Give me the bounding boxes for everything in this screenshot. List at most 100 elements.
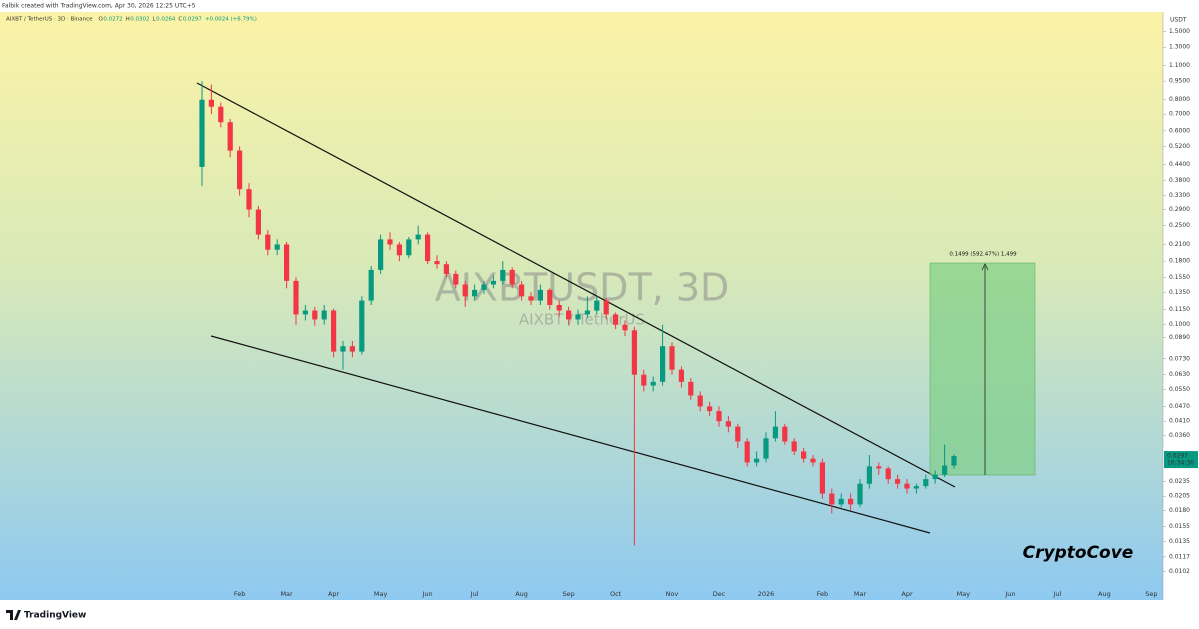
candle-body (763, 438, 769, 459)
candle-body (349, 346, 355, 352)
candle-body (791, 441, 797, 452)
ohlc-value: 0.0297 (183, 17, 203, 23)
candle-body (744, 441, 750, 463)
candle-body (359, 300, 365, 352)
measure-arrowhead (981, 263, 989, 271)
y-tick-label: 0.0630 (1169, 371, 1190, 378)
candle-body (772, 426, 778, 439)
y-tick-label: 0.0135 (1169, 538, 1190, 545)
y-tick-label: 0.1350 (1169, 289, 1190, 296)
last-price-badge (1164, 451, 1198, 469)
upper-trendline (196, 82, 956, 488)
candle-body (566, 310, 572, 320)
y-tick-label: 0.2900 (1169, 206, 1190, 213)
y-tick-label: 0.8000 (1169, 96, 1190, 103)
candle-body (660, 346, 666, 382)
y-tick-label: 0.7000 (1169, 111, 1190, 118)
candle-body (415, 234, 421, 240)
x-tick-label: Jun (1004, 590, 1015, 598)
y-tick-label: 1.5000 (1169, 28, 1190, 35)
candle-body (490, 280, 496, 285)
y-tick-label: 0.0410 (1169, 418, 1190, 425)
logo-text: TradingView (24, 611, 86, 621)
last-price: 0.0297 (1167, 453, 1188, 460)
candle-body (754, 458, 760, 463)
candle-body (293, 280, 299, 315)
candle-body (500, 269, 506, 281)
candle-body (688, 381, 694, 396)
y-tick-label: 0.1000 (1169, 321, 1190, 328)
x-tick-label: Jul (1052, 590, 1061, 598)
candle-body (801, 451, 807, 459)
candle-body (255, 209, 261, 235)
candle-body (378, 239, 384, 270)
measure-box (929, 262, 1036, 476)
candle-body (951, 456, 957, 466)
x-tick-label: Sep (1145, 590, 1157, 598)
candle-body (265, 234, 271, 250)
ohlc-label: C (178, 17, 182, 23)
candle-body (650, 381, 656, 386)
change: +0.0024 (+8.79%) (205, 17, 257, 23)
candle-body (218, 106, 224, 123)
candle-body (547, 289, 553, 305)
candle-body (528, 296, 534, 301)
candle-body (481, 284, 487, 290)
candle-body (274, 244, 280, 250)
candle-body (895, 479, 901, 484)
candle-body (819, 462, 825, 494)
candle-body (406, 239, 412, 256)
x-tick-label: May (374, 590, 388, 598)
lower-trendline (210, 335, 931, 534)
candle-body (340, 346, 346, 352)
y-tick-label: 0.1550 (1169, 274, 1190, 281)
candle-body (396, 244, 402, 256)
candle-body (603, 300, 609, 315)
candle-body (199, 99, 205, 167)
candle-body (641, 374, 647, 386)
y-tick-label: 0.0470 (1169, 403, 1190, 410)
footer (0, 602, 1199, 629)
candle-body (434, 261, 440, 265)
ohlc-label: L (153, 17, 157, 23)
candle-body (866, 466, 872, 484)
x-tick-label: Dec (713, 590, 726, 598)
candle-body (302, 310, 308, 315)
candle-body (613, 314, 619, 325)
signature: CryptoCove (1023, 543, 1134, 563)
candle-body (904, 483, 910, 489)
countdown: 16:34:36 (1167, 460, 1194, 467)
candle-body (556, 305, 562, 311)
candle-body (208, 99, 214, 107)
y-unit: USDT (1170, 17, 1187, 24)
candle-body (876, 466, 882, 469)
watermark-symbol: AIXBTUSDT, 3D (435, 266, 730, 310)
x-tick-label: Jun (422, 590, 433, 598)
candle-body (584, 310, 590, 315)
x-tick-label: May (957, 590, 971, 598)
y-tick-label: 0.0550 (1169, 386, 1190, 393)
x-tick-label: Feb (817, 590, 829, 598)
candle-body (227, 122, 233, 151)
y-tick-label: 0.0205 (1169, 493, 1190, 500)
plot: 1.5000 1.3000 1.1000 0.9500 0.8000 0.7000 0.60… (199, 28, 1190, 598)
candle-body (472, 289, 478, 297)
y-tick-label: 0.6000 (1169, 127, 1190, 134)
ohlc-value: 0.0264 (156, 17, 176, 23)
candle-body (857, 483, 863, 505)
y-tick-label: 0.0117 (1169, 553, 1190, 560)
candle-body (425, 234, 431, 262)
candle-body (622, 324, 628, 331)
candle-body (942, 465, 948, 475)
y-tick-label: 0.0360 (1169, 432, 1190, 439)
candle-body (368, 269, 374, 301)
candle-body (885, 468, 891, 480)
y-tick-label: 0.0235 (1169, 478, 1190, 485)
symbol-info: AIXBT / TetherUS · 3D · Binance (6, 17, 93, 23)
x-tick-label: Aug (515, 590, 528, 598)
x-tick-label: Apr (328, 590, 340, 598)
x-tick-label: Jul (470, 590, 479, 598)
y-tick-label: 0.0102 (1169, 568, 1190, 575)
candle-body (848, 498, 854, 505)
